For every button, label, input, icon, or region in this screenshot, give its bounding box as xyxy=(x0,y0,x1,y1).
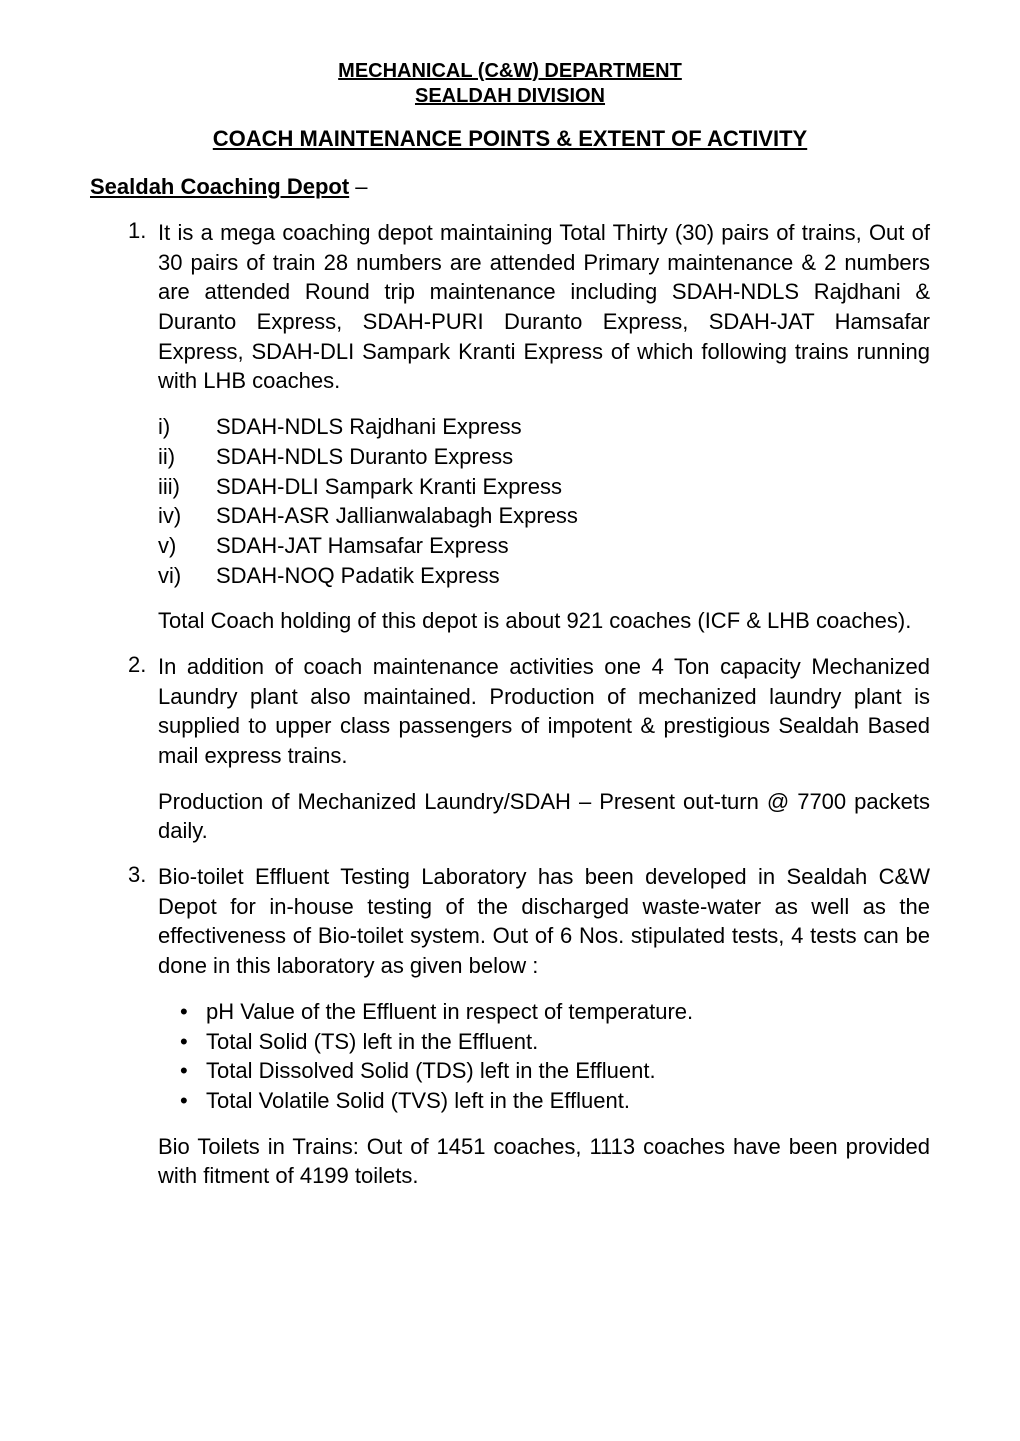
roman-list: i) SDAH-NDLS Rajdhani Express ii) SDAH-N… xyxy=(90,412,930,590)
roman-label-4: iv) xyxy=(158,501,216,531)
roman-text-4: SDAH-ASR Jallianwalabagh Express xyxy=(216,501,578,531)
bullet-text-2: Total Solid (TS) left in the Effluent. xyxy=(206,1027,538,1057)
roman-label-2: ii) xyxy=(158,442,216,472)
bullet-item-4: • Total Volatile Solid (TVS) left in the… xyxy=(180,1086,930,1116)
roman-text-6: SDAH-NOQ Padatik Express xyxy=(216,561,500,591)
item-number-3: 3. xyxy=(128,862,158,981)
roman-label-6: vi) xyxy=(158,561,216,591)
roman-item-4: iv) SDAH-ASR Jallianwalabagh Express xyxy=(158,501,930,531)
depot-dash: – xyxy=(349,174,367,199)
roman-text-1: SDAH-NDLS Rajdhani Express xyxy=(216,412,522,442)
numbered-item-3: 3. Bio-toilet Effluent Testing Laborator… xyxy=(90,862,930,981)
bullet-text-1: pH Value of the Effluent in respect of t… xyxy=(206,997,693,1027)
bullet-marker-icon: • xyxy=(180,1086,206,1116)
numbered-item-1: 1. It is a mega coaching depot maintaini… xyxy=(90,218,930,396)
bullet-item-1: • pH Value of the Effluent in respect of… xyxy=(180,997,930,1027)
bullet-text-3: Total Dissolved Solid (TDS) left in the … xyxy=(206,1056,656,1086)
bullet-list: • pH Value of the Effluent in respect of… xyxy=(90,997,930,1116)
document-header-subtitle: SEALDAH DIVISION xyxy=(90,85,930,108)
paragraph-laundry-production: Production of Mechanized Laundry/SDAH – … xyxy=(90,787,930,846)
section-title: COACH MAINTENANCE POINTS & EXTENT OF ACT… xyxy=(90,126,930,152)
paragraph-coach-holding: Total Coach holding of this depot is abo… xyxy=(90,606,930,636)
roman-item-3: iii) SDAH-DLI Sampark Kranti Express xyxy=(158,472,930,502)
item-number-2: 2. xyxy=(128,652,158,771)
depot-heading-line: Sealdah Coaching Depot – xyxy=(90,174,930,200)
item-number-1: 1. xyxy=(128,218,158,396)
depot-heading: Sealdah Coaching Depot xyxy=(90,174,349,199)
bullet-item-3: • Total Dissolved Solid (TDS) left in th… xyxy=(180,1056,930,1086)
roman-text-2: SDAH-NDLS Duranto Express xyxy=(216,442,513,472)
roman-text-3: SDAH-DLI Sampark Kranti Express xyxy=(216,472,562,502)
bullet-marker-icon: • xyxy=(180,1027,206,1057)
roman-label-1: i) xyxy=(158,412,216,442)
document-header-title: MECHANICAL (C&W) DEPARTMENT xyxy=(90,60,930,83)
roman-item-2: ii) SDAH-NDLS Duranto Express xyxy=(158,442,930,472)
item-text-2: In addition of coach maintenance activit… xyxy=(158,652,930,771)
bullet-text-4: Total Volatile Solid (TVS) left in the E… xyxy=(206,1086,630,1116)
bullet-marker-icon: • xyxy=(180,997,206,1027)
roman-label-5: v) xyxy=(158,531,216,561)
item-text-1: It is a mega coaching depot maintaining … xyxy=(158,218,930,396)
roman-item-5: v) SDAH-JAT Hamsafar Express xyxy=(158,531,930,561)
paragraph-bio-toilets: Bio Toilets in Trains: Out of 1451 coach… xyxy=(90,1132,930,1191)
roman-item-1: i) SDAH-NDLS Rajdhani Express xyxy=(158,412,930,442)
roman-item-6: vi) SDAH-NOQ Padatik Express xyxy=(158,561,930,591)
bullet-item-2: • Total Solid (TS) left in the Effluent. xyxy=(180,1027,930,1057)
item-text-3: Bio-toilet Effluent Testing Laboratory h… xyxy=(158,862,930,981)
roman-text-5: SDAH-JAT Hamsafar Express xyxy=(216,531,509,561)
numbered-item-2: 2. In addition of coach maintenance acti… xyxy=(90,652,930,771)
bullet-marker-icon: • xyxy=(180,1056,206,1086)
roman-label-3: iii) xyxy=(158,472,216,502)
